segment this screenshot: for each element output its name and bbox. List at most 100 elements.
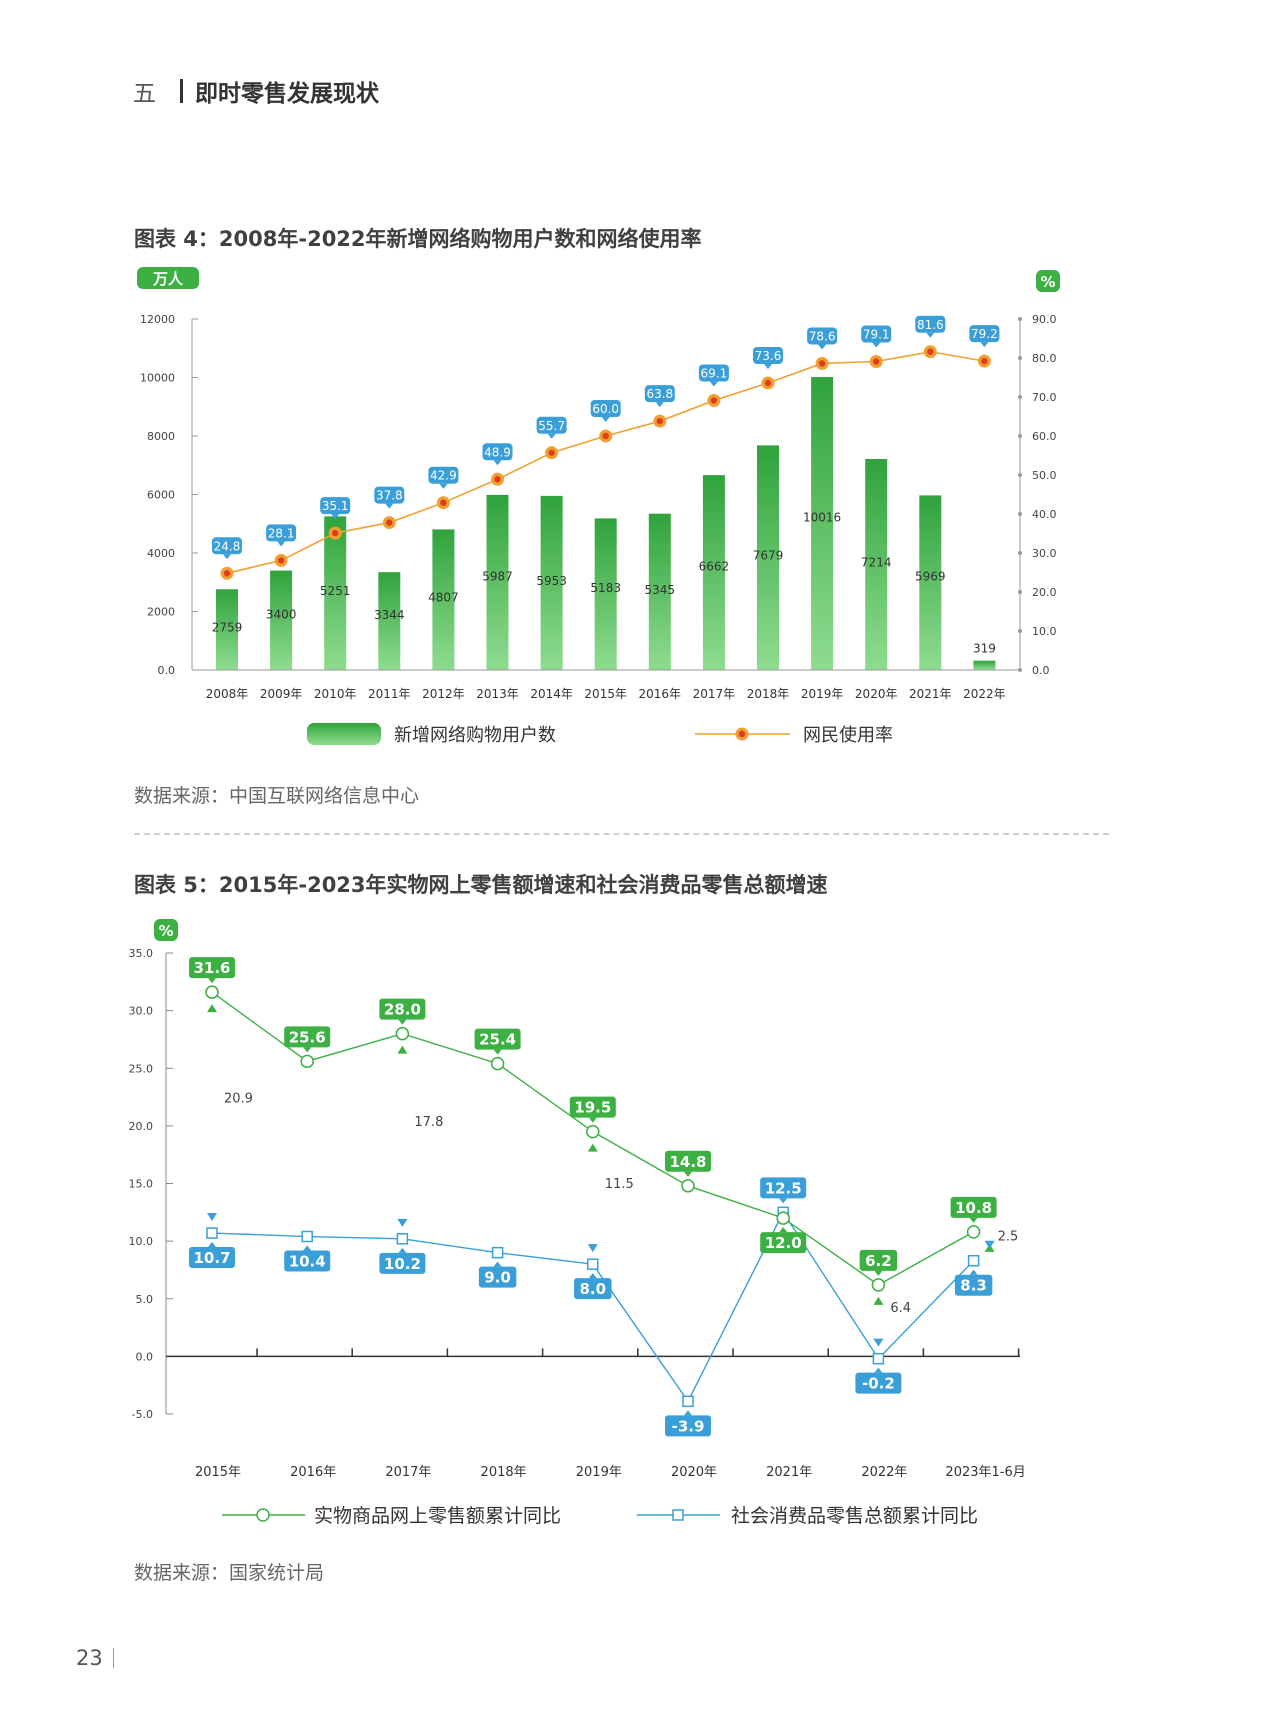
difference-label: 20.9 — [224, 1092, 253, 1107]
bar-value-label: 5345 — [645, 583, 676, 597]
figure4-title: 图表 4：2008年-2022年新增网络购物用户数和网络使用率 — [134, 227, 702, 251]
x-tick-label: 2008年 — [206, 687, 249, 701]
usage-rate-label-bg — [428, 466, 459, 484]
usage-rate-marker-core — [927, 348, 934, 355]
bar — [757, 445, 779, 670]
retail-total-marker — [206, 1227, 218, 1239]
usage-rate-label-pointer — [385, 503, 394, 509]
retail-total-value-label-bg — [189, 1247, 235, 1269]
y-left-tick-label: 6000 — [147, 489, 175, 502]
online-retail-marker — [776, 1211, 790, 1225]
usage-rate-label-pointer — [439, 483, 448, 489]
retail-total-value-label-bg — [379, 1252, 426, 1274]
usage-rate-label: 79.2 — [971, 327, 998, 341]
bar — [324, 516, 347, 670]
bar — [973, 660, 996, 670]
y-unit-label: % — [158, 922, 173, 940]
usage-rate-label: 37.8 — [376, 489, 403, 503]
bar — [648, 513, 671, 670]
difference-label: 6.4 — [890, 1301, 911, 1316]
usage-rate-label-bg — [753, 346, 783, 364]
online-retail-marker — [871, 1278, 886, 1292]
retail-total-value-label-bg — [665, 1415, 711, 1437]
online-retail-value-label-pointer — [874, 1270, 883, 1276]
retail-total-value-label: 8.0 — [580, 1280, 607, 1298]
usage-rate-marker-core — [548, 449, 555, 456]
retail-total-value-label-pointer — [969, 1269, 978, 1275]
usage-rate-label: 24.8 — [214, 539, 241, 553]
y-right-tick-label: 20.0 — [1032, 586, 1057, 599]
y-right-tick-label: 30.0 — [1032, 547, 1057, 560]
online-retail-value-label-bg — [859, 1249, 898, 1271]
x-tick-label: 2015年 — [584, 687, 627, 701]
retail-total-value-label: 10.4 — [289, 1253, 326, 1271]
usage-rate-label-pointer — [331, 514, 340, 520]
online-retail-marker — [205, 985, 219, 999]
usage-rate-marker-core — [223, 570, 231, 577]
y-left-tick-label: 2000 — [147, 606, 175, 619]
y-right-tick — [1018, 473, 1022, 477]
bar-value-label: 5251 — [320, 584, 351, 598]
usage-rate-label-pointer — [872, 342, 881, 348]
x-tick-label: 2022年 — [963, 687, 1006, 701]
difference-arrow-head — [207, 1004, 217, 1013]
online-retail-marker — [966, 1225, 981, 1239]
bar-value-label: 5987 — [482, 569, 513, 583]
chart-growth-rates: % -5.0 0.0 5.0 10.0 15.0 20.0 25.0 30.0 35.0 2015年… — [129, 919, 1026, 1527]
retail-total-value-label-bg — [760, 1177, 807, 1199]
x-tick-label: 2021年 — [909, 687, 952, 701]
retail-total-value-label-pointer — [208, 1242, 216, 1248]
y-right-tick — [1018, 590, 1022, 594]
x-tick-label: 2019年 — [801, 687, 844, 701]
figure4-source: 数据来源：中国互联网络信息中心 — [134, 785, 420, 807]
y-right-tick — [1018, 317, 1022, 321]
section-title: 即时零售发展现状 — [195, 81, 379, 107]
online-retail-value-label-bg — [665, 1150, 711, 1172]
unit-badge-bg — [1036, 270, 1060, 292]
retail-total-value-label: -3.9 — [672, 1417, 705, 1435]
usage-rate-label-bg — [807, 327, 838, 345]
usage-rate-label: 60.0 — [592, 402, 619, 416]
usage-rate-marker-core — [440, 499, 447, 506]
usage-rate-label-pointer — [223, 554, 231, 560]
online-retail-value-label-pointer — [398, 1019, 407, 1025]
legend-swatch-marker-core — [738, 730, 746, 738]
unit-badge-bg — [137, 267, 199, 289]
usage-rate-marker-core — [332, 529, 339, 537]
usage-rate-label: 42.9 — [430, 469, 457, 483]
left-unit-badge: 万人 — [137, 267, 199, 289]
difference-arrows: 20.9 17.8 11.5 6.4 2.5 — [207, 1004, 1018, 1347]
difference-arrow-head — [873, 1296, 884, 1305]
x-tick-label: 2016年 — [290, 1465, 336, 1480]
retail-total-value-label: 10.7 — [193, 1249, 230, 1267]
x-tick-label: 2019年 — [576, 1465, 622, 1480]
online-retail-marker — [490, 1056, 505, 1071]
x-tick-label: 2010年 — [314, 687, 357, 701]
usage-rate-label-bg — [266, 524, 297, 542]
retail-total-value-label: 8.3 — [960, 1277, 987, 1295]
x-tick-label: 2020年 — [671, 1465, 717, 1480]
retail-total-value-label-pointer — [874, 1367, 883, 1373]
bar-value-label: 5969 — [915, 570, 946, 584]
retail-total-value-label-bg — [855, 1372, 902, 1394]
x-tick-label: 2020年 — [855, 687, 898, 701]
x-tick-label: 2017年 — [385, 1465, 431, 1480]
y-left-tick-label: 4000 — [147, 547, 175, 560]
online-retail-value-label-bg — [950, 1196, 997, 1218]
usage-rate-label: 81.6 — [917, 318, 944, 332]
usage-rate-marker-core — [873, 358, 880, 365]
page-number-text: 23 — [76, 1646, 103, 1670]
bar-value-label: 10016 — [803, 511, 841, 525]
difference-arrow-head — [587, 1244, 598, 1253]
usage-rate-label-bg — [212, 537, 242, 555]
x-tick-label: 2015年 — [195, 1465, 241, 1480]
bar — [594, 518, 617, 670]
y-right-tick-label: 90.0 — [1032, 313, 1057, 326]
retail-total-marker — [682, 1395, 694, 1408]
bar — [811, 377, 834, 670]
y-right-tick — [1018, 629, 1022, 633]
retail-total-value-label-bg — [478, 1266, 517, 1288]
line-series: 10.7 10.4 10.2 9.0 8.0 -3.9 12.5 -0.2 8.3 31.6 25.… — [189, 957, 997, 1437]
difference-arrow-head — [984, 1240, 995, 1249]
left-unit-label: 万人 — [152, 270, 184, 288]
